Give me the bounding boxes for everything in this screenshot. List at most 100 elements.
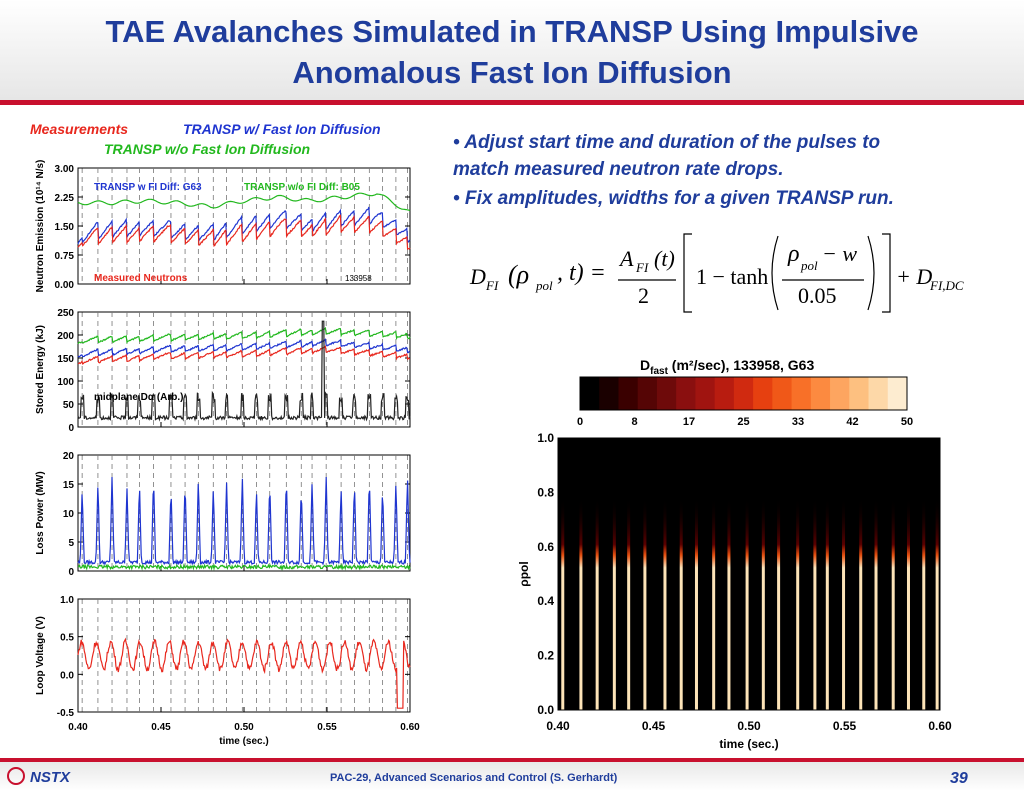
y-tick-label-stored-energy: 0 xyxy=(68,423,74,434)
series-line-loop-voltage xyxy=(77,637,411,709)
footer-band xyxy=(0,762,1024,791)
colorbar-tick-label: 8 xyxy=(631,416,637,428)
heatmap-y-tick-label: 0.0 xyxy=(537,703,554,717)
formula-rhs: + D xyxy=(896,264,933,289)
annotation-midplane: midplane Dα (Arb.) xyxy=(94,392,183,403)
heatmap-pulse xyxy=(906,497,910,710)
heatmap-pulse xyxy=(922,497,926,710)
colorbar-cell xyxy=(714,377,735,410)
colorbar-cell xyxy=(618,377,639,410)
formula-numerator-sub: FI xyxy=(636,260,649,275)
slide-title-line2: Anomalous Fast Ion Diffusion xyxy=(292,55,732,90)
heatmap-pulse xyxy=(842,497,846,710)
heatmap-x-tick-label: 0.50 xyxy=(737,719,761,733)
nstx-logo-icon xyxy=(7,767,25,785)
heatmap-pulse xyxy=(643,497,647,710)
heatmap-pulse xyxy=(727,497,731,710)
dfast-heatmap-chart: 0 8 17 25 33 42 50 0.0 0.2 0.4 0.6 0.8 1.0 0.40 0.45 0.… xyxy=(517,376,952,751)
x-tick-label-left: 0.60 xyxy=(400,722,420,733)
colorbar-cell xyxy=(580,377,600,410)
heatmap-pulse xyxy=(712,497,716,710)
formula-lhs-args: (ρ xyxy=(508,260,530,289)
colorbar-cell xyxy=(887,377,908,410)
colorbar-tick-label: 25 xyxy=(737,416,749,428)
colorbar-cell xyxy=(695,377,716,410)
title-band xyxy=(0,0,1024,100)
heatmap-pulse xyxy=(777,497,781,710)
colorbar-cell xyxy=(772,377,793,410)
colorbar-tick-label: 17 xyxy=(683,416,695,428)
colorbar-tick-label: 42 xyxy=(846,416,858,428)
heatmap-pulse xyxy=(579,497,583,710)
colorbar-tick-label: 50 xyxy=(901,416,913,428)
page-number: 39 xyxy=(950,770,968,787)
heatmap-x-tick-label: 0.60 xyxy=(928,719,952,733)
formula-inner-num-sub: pol xyxy=(801,258,818,273)
heatmap-y-tick-label: 1.0 xyxy=(537,431,554,445)
footer-divider xyxy=(0,758,1024,762)
annotation-transp-with: TRANSP w FI Diff: G63 xyxy=(94,182,202,193)
heatmap-pulse xyxy=(796,497,800,710)
x-tick-label-left: 0.50 xyxy=(234,722,254,733)
series-line-loss-power xyxy=(77,562,411,571)
colorbar-tick-label: 33 xyxy=(792,416,804,428)
footer-citation: PAC-29, Advanced Scenarios and Control (… xyxy=(330,772,618,784)
series-line-loss-power xyxy=(77,476,411,567)
colorbar-cell xyxy=(753,377,773,410)
heatmap-title-units: (m²/sec), 133958, G63 xyxy=(667,357,815,373)
formula-inner-den: 0.05 xyxy=(798,283,837,308)
formula-lhs: D xyxy=(470,264,486,289)
formula-inner-num: ρ xyxy=(788,241,800,267)
legend-measurements: Measurements xyxy=(30,121,129,137)
x-tick-label-left: 0.45 xyxy=(151,722,171,733)
series-line-neutron-emission xyxy=(77,214,411,250)
bullet-1-line1: • Adjust start time and duration of the … xyxy=(453,132,881,153)
heatmap-y-tick-label: 0.8 xyxy=(537,485,554,499)
formula-lhs-args-end: , t) = xyxy=(557,260,606,286)
y-tick-label-loss-power: 20 xyxy=(63,451,75,462)
heatmap-title-sub: fast xyxy=(650,365,668,377)
bullet-2: • Fix amplitudes, widths for a given TRA… xyxy=(453,188,894,209)
y-tick-label-loss-power: 10 xyxy=(63,509,75,520)
series-line-stored-energy xyxy=(77,338,411,358)
x-axis-label-left: time (sec.) xyxy=(219,736,268,747)
formula-lhs-args-sub: pol xyxy=(536,278,553,293)
y-tick-label-loss-power: 15 xyxy=(63,480,75,491)
bullet-1-line2: match measured neutron rate drops. xyxy=(453,159,784,180)
y-tick-label-stored-energy: 200 xyxy=(57,331,74,342)
y-tick-label-loss-power: 0 xyxy=(68,567,74,578)
heatmap-x-axis-label: time (sec.) xyxy=(719,737,778,751)
x-tick-label-left: 0.40 xyxy=(68,722,88,733)
series-line-stored-energy xyxy=(77,320,411,422)
heatmap-x-tick-label: 0.45 xyxy=(642,719,666,733)
colorbar-cell xyxy=(849,377,870,410)
y-tick-label-loop-voltage: 0.5 xyxy=(60,633,74,644)
formula-bracket-mid: 1 − tanh xyxy=(696,264,769,289)
series-line-stored-energy xyxy=(77,326,411,345)
heatmap-frame xyxy=(557,437,941,711)
colorbar-cell xyxy=(810,377,831,410)
heatmap-pulse xyxy=(825,497,829,710)
heatmap-pulse xyxy=(612,497,616,710)
y-axis-label-neutron-emission: Neutron Emission (10¹⁴ N/s) xyxy=(35,160,46,293)
formula-lines xyxy=(618,233,891,313)
heatmap-pulse xyxy=(891,497,895,710)
heatmap-pulse xyxy=(813,497,817,710)
panel-frame-loop-voltage xyxy=(77,598,411,713)
legend-transp-without: TRANSP w/o Fast Ion Diffusion xyxy=(104,141,311,157)
title-underline xyxy=(0,100,1024,105)
y-tick-label-neutron-emission: 0.00 xyxy=(55,280,75,291)
colorbar-cell xyxy=(791,377,812,410)
y-tick-label-stored-energy: 150 xyxy=(57,354,74,365)
heatmap-x-tick-label: 0.40 xyxy=(546,719,570,733)
y-tick-label-loop-voltage: -0.5 xyxy=(57,708,75,719)
y-axis-label-stored-energy: Stored Energy (kJ) xyxy=(35,325,46,414)
annotation-transp-without: TRANSP w/o FI Diff: B05 xyxy=(244,182,360,193)
formula-numerator: A xyxy=(620,246,634,271)
formula-inner-num-end: − w xyxy=(822,241,858,266)
y-axis-label-loss-power: Loss Power (MW) xyxy=(35,471,46,554)
colorbar-cell xyxy=(637,377,658,410)
formula-denominator: 2 xyxy=(638,283,649,308)
heatmap-pulse xyxy=(595,497,599,710)
y-tick-label-neutron-emission: 2.25 xyxy=(55,193,75,204)
